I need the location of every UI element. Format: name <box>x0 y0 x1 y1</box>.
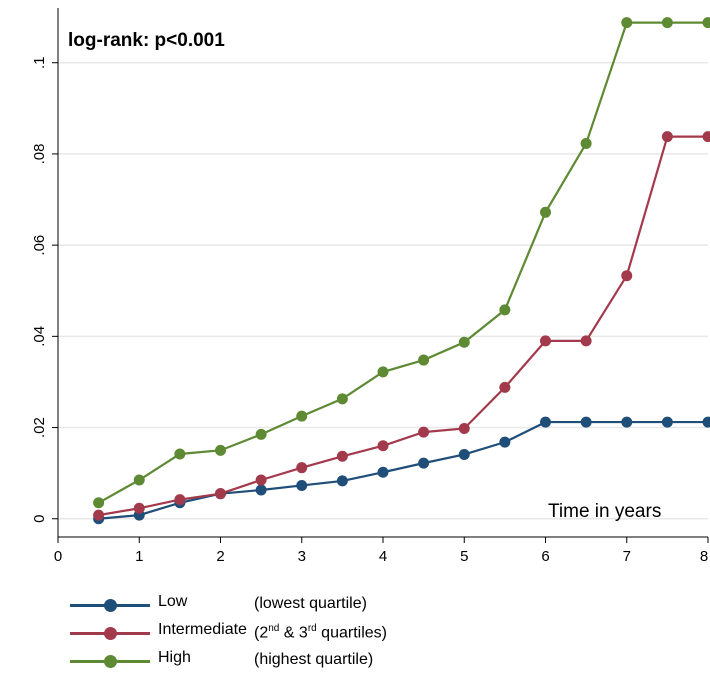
data-point-low <box>377 466 389 478</box>
data-point-intermediate <box>499 381 511 393</box>
x-tick-label: 8 <box>700 548 708 565</box>
axes: 0 .02 .04 .06 .08 .1 0 1 2 3 4 5 6 7 8 <box>31 8 709 565</box>
series-line-intermediate <box>98 135 708 517</box>
data-point-intermediate <box>540 335 551 347</box>
data-point-intermediate <box>621 270 633 282</box>
x-tick-label: 7 <box>623 548 631 565</box>
data-point-high <box>215 444 226 456</box>
data-point-high <box>133 474 145 486</box>
y-tick-label: .06 <box>31 235 48 256</box>
data-point-low <box>540 416 551 428</box>
data-point-low <box>661 416 673 428</box>
series-layer <box>93 17 710 525</box>
x-tick-label: 4 <box>379 548 387 565</box>
data-point-low <box>458 448 470 460</box>
data-point-high <box>621 17 633 29</box>
grid-lines <box>58 61 708 520</box>
data-point-intermediate <box>418 426 430 438</box>
data-point-low <box>580 416 592 428</box>
data-point-high <box>418 354 430 366</box>
x-tick-label: 3 <box>298 548 306 565</box>
series-line-high <box>98 21 708 504</box>
data-point-intermediate <box>93 509 105 521</box>
data-point-low <box>255 484 267 496</box>
data-point-low <box>418 457 430 469</box>
data-point-intermediate <box>215 488 226 500</box>
y-tick-label: .08 <box>31 144 48 165</box>
x-axis-title: Time in years <box>548 501 661 522</box>
data-point-high <box>580 137 592 149</box>
data-point-high <box>93 497 105 509</box>
x-tick-label: 0 <box>54 548 62 565</box>
x-tick-label: 6 <box>541 548 549 565</box>
series-line-low <box>98 420 708 520</box>
y-tick-label: .04 <box>31 326 48 347</box>
data-point-intermediate <box>377 440 389 452</box>
x-tick-label: 5 <box>460 548 468 565</box>
data-point-low <box>621 416 633 428</box>
data-point-high <box>458 336 470 348</box>
data-point-intermediate <box>336 450 348 462</box>
x-tick-label: 2 <box>216 548 224 565</box>
data-point-intermediate <box>702 131 710 143</box>
data-point-high <box>255 428 267 440</box>
data-point-intermediate <box>458 422 470 434</box>
data-point-high <box>499 304 511 316</box>
data-point-high <box>661 17 673 29</box>
data-point-high <box>540 206 551 218</box>
data-point-intermediate <box>255 474 267 486</box>
data-point-intermediate <box>580 335 592 347</box>
data-point-low <box>296 479 308 491</box>
y-tick-label: .1 <box>31 56 48 69</box>
data-point-intermediate <box>661 131 673 143</box>
data-point-low <box>336 475 348 487</box>
data-point-high <box>174 448 186 460</box>
data-point-high <box>377 366 389 378</box>
data-point-intermediate <box>174 494 186 506</box>
data-point-intermediate <box>296 462 308 474</box>
data-point-low <box>702 416 710 428</box>
y-tick-label: .02 <box>31 417 48 438</box>
data-point-high <box>702 17 710 29</box>
y-tick-label: 0 <box>31 515 48 523</box>
data-point-high <box>296 410 308 422</box>
data-point-intermediate <box>133 502 145 514</box>
data-point-high <box>336 393 348 405</box>
chart-annotation: log-rank: p<0.001 <box>68 30 225 51</box>
data-point-low <box>499 436 511 448</box>
x-tick-label: 1 <box>135 548 143 565</box>
